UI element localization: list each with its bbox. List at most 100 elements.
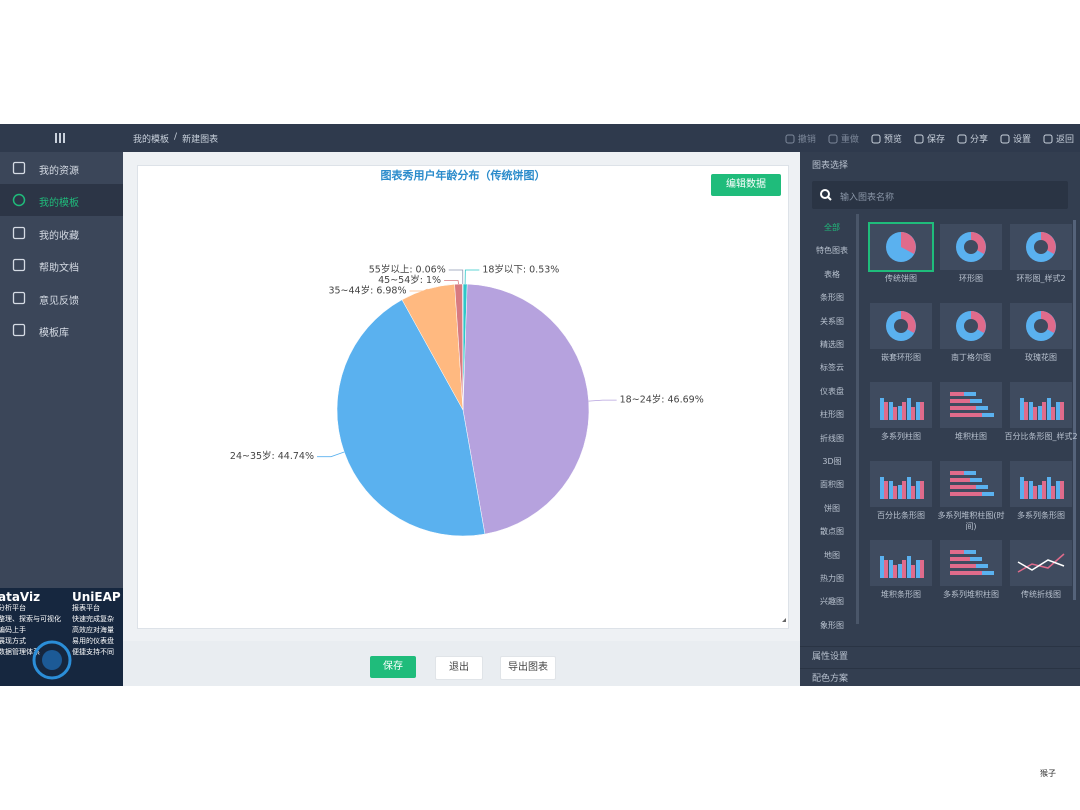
toolbar-button[interactable]: 设置 bbox=[1000, 132, 1031, 145]
chart-thumbnail[interactable] bbox=[1010, 224, 1072, 270]
category-item[interactable]: 热力图 bbox=[820, 574, 844, 583]
thumb-shape bbox=[916, 402, 920, 420]
footer-button[interactable]: 保存 bbox=[370, 656, 416, 678]
chart-thumbnail[interactable] bbox=[870, 382, 932, 428]
toolbar-icon bbox=[1000, 134, 1010, 143]
thumb-shape bbox=[1038, 406, 1042, 420]
top-bar: 我的模板 / 新建图表 撤销 重做 预览 保存 分享 设置 返回 bbox=[0, 124, 1080, 152]
footer-button[interactable]: 导出图表 bbox=[500, 656, 556, 680]
thumb-shape bbox=[964, 550, 976, 554]
thumb-shape bbox=[907, 556, 911, 578]
toolbar-button[interactable]: 重做 bbox=[828, 132, 859, 145]
thumb-shape bbox=[1017, 553, 1065, 573]
category-item[interactable]: 条形图 bbox=[820, 293, 844, 303]
category-item[interactable]: 3D图 bbox=[822, 457, 842, 466]
thumb-shape bbox=[889, 481, 893, 499]
thumbnail-graphic bbox=[1017, 553, 1065, 573]
thumb-shape bbox=[884, 402, 888, 420]
thumb-shape bbox=[893, 486, 897, 499]
breadcrumb-item: / bbox=[174, 132, 178, 142]
chart-thumbnail[interactable] bbox=[1010, 540, 1072, 586]
icon-shape bbox=[957, 134, 967, 143]
toolbar-button[interactable]: 分享 bbox=[957, 132, 988, 145]
thumbnail-graphic bbox=[950, 550, 994, 575]
ad-text: 编码上手 bbox=[0, 626, 26, 634]
panel-section[interactable]: 属性设置 bbox=[800, 646, 1080, 668]
panel-section[interactable]: 配色方案 bbox=[800, 668, 1080, 690]
category-item[interactable]: 兴趣图 bbox=[820, 597, 844, 607]
icon-shape bbox=[914, 134, 924, 143]
toolbar-button[interactable]: 返回 bbox=[1043, 132, 1074, 145]
menu-icon[interactable] bbox=[54, 132, 66, 144]
category-item[interactable]: 全部 bbox=[824, 223, 840, 232]
edit-data-button[interactable]: 编辑数据 bbox=[711, 174, 781, 196]
thumb-shape bbox=[898, 406, 902, 420]
category-item[interactable]: 地图 bbox=[824, 550, 840, 560]
toolbar-button[interactable]: 撤销 bbox=[785, 132, 816, 145]
breadcrumb-item[interactable]: 我的模板 bbox=[133, 135, 170, 145]
ad-text: 分析平台 bbox=[0, 604, 26, 612]
chart-thumbnail[interactable] bbox=[1010, 382, 1072, 428]
nav-item[interactable]: 帮助文档 bbox=[0, 249, 123, 281]
nav-item[interactable]: 我的资源 bbox=[0, 152, 123, 184]
nav-item[interactable]: 我的收藏 bbox=[0, 217, 123, 249]
toolbar-button[interactable]: 预览 bbox=[871, 132, 902, 145]
thumb-shape bbox=[889, 402, 893, 420]
toolbar-icon bbox=[914, 134, 924, 143]
thumb-shape bbox=[964, 319, 978, 333]
chart-thumbnail[interactable] bbox=[868, 222, 934, 272]
footer-button[interactable]: 退出 bbox=[435, 656, 483, 680]
nav-icon bbox=[12, 161, 26, 175]
toolbar-button[interactable]: 保存 bbox=[914, 132, 945, 145]
thumbnail-label: 环形图_样式2 bbox=[1016, 274, 1066, 283]
chart-thumbnail[interactable] bbox=[940, 461, 1002, 507]
chart-thumbnail[interactable] bbox=[870, 540, 932, 586]
chart-thumbnail[interactable] bbox=[940, 303, 1002, 349]
nav-item[interactable]: 意见反馈 bbox=[0, 282, 123, 314]
thumbnail-graphic bbox=[1026, 232, 1056, 262]
category-item[interactable]: 折线图 bbox=[820, 433, 844, 443]
category-item[interactable]: 面积图 bbox=[820, 480, 844, 490]
category-item[interactable]: 关系图 bbox=[820, 316, 844, 326]
category-item[interactable]: 仪表盘 bbox=[820, 386, 844, 396]
category-item[interactable]: 标签云 bbox=[820, 363, 844, 373]
thumb-shape bbox=[1056, 402, 1060, 420]
thumb-shape bbox=[950, 564, 976, 568]
search-box[interactable]: 输入图表名称 bbox=[812, 181, 1068, 209]
nav-item[interactable]: 我的模板 bbox=[0, 184, 123, 217]
thumb-shape bbox=[976, 485, 988, 489]
category-item[interactable]: 特色图表 bbox=[816, 246, 848, 256]
chart-panel: 编辑数据 图表秀用户年龄分布（传统饼图） 18岁以下18~24岁24~35岁35… bbox=[137, 165, 789, 629]
leader-line bbox=[317, 451, 345, 458]
chart-thumbnail[interactable] bbox=[940, 224, 1002, 270]
nav-label: 模板库 bbox=[39, 328, 69, 339]
thumb-shape bbox=[907, 398, 911, 420]
chart-thumbnail[interactable] bbox=[1010, 303, 1072, 349]
thumb-shape bbox=[902, 560, 906, 578]
thumb-shape bbox=[902, 481, 906, 499]
panel-sections: 属性设置 配色方案 bbox=[800, 646, 1080, 690]
thumb-shape bbox=[884, 560, 888, 578]
chart-thumbnail[interactable] bbox=[940, 540, 1002, 586]
data-label: 18岁以下: 0.53% bbox=[482, 264, 559, 276]
category-item[interactable]: 柱形图 bbox=[820, 410, 844, 420]
thumbnail-graphic bbox=[880, 556, 924, 578]
category-item[interactable]: 散点图 bbox=[820, 527, 844, 537]
thumb-shape bbox=[916, 560, 920, 578]
watermark: 猴子 bbox=[1040, 769, 1056, 778]
chart-thumbnail[interactable] bbox=[870, 303, 932, 349]
ad-text: 易用的仪表盘 bbox=[72, 637, 114, 645]
chart-thumbnail[interactable] bbox=[1010, 461, 1072, 507]
category-item[interactable]: 表格 bbox=[824, 269, 840, 279]
category-item[interactable]: 象形图 bbox=[820, 620, 844, 630]
icon-shape bbox=[871, 134, 881, 143]
chart-thumbnail[interactable] bbox=[940, 382, 1002, 428]
category-item[interactable]: 饼图 bbox=[824, 503, 840, 513]
nav-item[interactable]: 模板库 bbox=[0, 314, 123, 346]
category-item[interactable]: 精选图 bbox=[820, 340, 844, 349]
thumbnail-label: 百分比条形图 bbox=[877, 511, 925, 520]
nav-icon bbox=[12, 194, 26, 207]
thumb-shape bbox=[1047, 398, 1051, 420]
chart-thumbnail[interactable] bbox=[870, 461, 932, 507]
leader-line bbox=[464, 269, 480, 285]
